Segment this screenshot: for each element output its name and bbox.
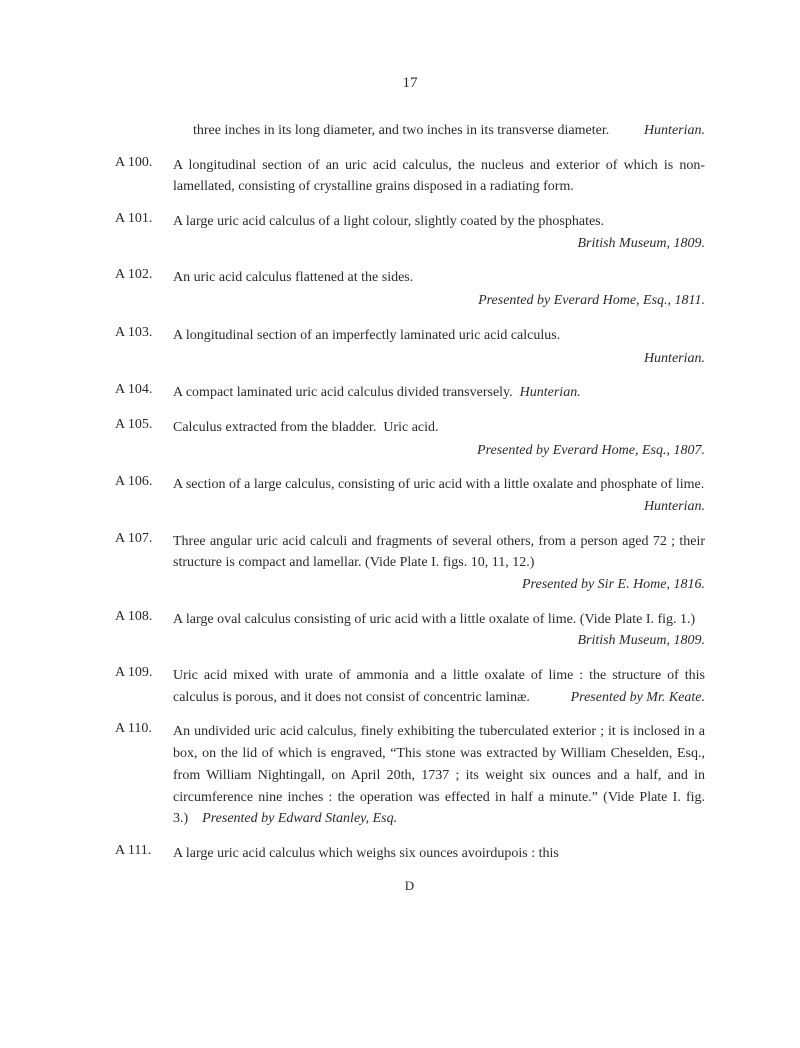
- catalog-entry: A 104. A compact laminated uric acid cal…: [115, 382, 705, 404]
- catalog-entry: A 101. A large uric acid calculus of a l…: [115, 211, 705, 254]
- catalog-entry: A 111. A large uric acid calculus which …: [115, 843, 705, 865]
- entry-text: Three angular uric acid calculi and frag…: [173, 534, 705, 571]
- catalog-entry: A 105. Calculus extracted from the bladd…: [115, 417, 705, 461]
- entry-label: A 109.: [115, 665, 173, 708]
- catalog-entry: A 109. Uric acid mixed with urate of amm…: [115, 665, 705, 708]
- entry-label: A 110.: [115, 721, 173, 829]
- entry-text: A large oval calculus consisting of uric…: [173, 612, 695, 627]
- entry-label: A 107.: [115, 531, 173, 596]
- entry-label: A 106.: [115, 474, 173, 517]
- entry-body: Calculus extracted from the bladder. Uri…: [173, 417, 705, 461]
- entry-label: A 108.: [115, 609, 173, 652]
- continuation-text: three inches in its long diameter, and t…: [193, 120, 705, 142]
- continuation-attribution: Hunterian.: [644, 120, 705, 142]
- continuation-body: three inches in its long diameter, and t…: [193, 123, 609, 138]
- catalog-entry: A 102. An uric acid calculus flattened a…: [115, 267, 705, 311]
- entry-label: A 111.: [115, 843, 173, 865]
- catalog-entry: A 106. A section of a large calculus, co…: [115, 474, 705, 517]
- entry-text: A compact laminated uric acid calculus d…: [173, 385, 513, 400]
- entry-body: A large oval calculus consisting of uric…: [173, 609, 705, 652]
- entry-label: A 102.: [115, 267, 173, 311]
- entry-label: A 101.: [115, 211, 173, 254]
- entry-label: A 105.: [115, 417, 173, 461]
- entry-label: A 100.: [115, 155, 173, 198]
- catalog-entry: A 110. An undivided uric acid calculus, …: [115, 721, 705, 829]
- catalog-entry: A 103. A longitudinal section of an impe…: [115, 325, 705, 369]
- entry-text: Calculus extracted from the bladder. Uri…: [173, 417, 705, 439]
- page-number: 17: [115, 75, 705, 92]
- entry-text: A section of a large calculus, consistin…: [173, 477, 704, 492]
- entry-body: A longitudinal section of an uric acid c…: [173, 155, 705, 198]
- entry-attribution: Presented by Everard Home, Esq., 1811.: [173, 290, 705, 312]
- entry-attribution: Presented by Mr. Keate.: [571, 687, 705, 709]
- entry-body: A large uric acid calculus which weighs …: [173, 843, 705, 865]
- entry-text: A large uric acid calculus of a light co…: [173, 214, 604, 229]
- entry-body: Three angular uric acid calculi and frag…: [173, 531, 705, 596]
- entry-attribution: Hunterian.: [173, 348, 705, 370]
- catalog-entry: A 107. Three angular uric acid calculi a…: [115, 531, 705, 596]
- entry-attribution: Hunterian.: [644, 496, 705, 518]
- entry-body: A longitudinal section of an imperfectly…: [173, 325, 705, 369]
- entry-body: An undivided uric acid calculus, finely …: [173, 721, 705, 829]
- signature-mark: D: [115, 878, 705, 894]
- entry-attribution: British Museum, 1809.: [577, 630, 705, 652]
- entry-attribution: British Museum, 1809.: [577, 233, 705, 255]
- entry-attribution: Presented by Sir E. Home, 1816.: [522, 574, 705, 596]
- entry-label: A 103.: [115, 325, 173, 369]
- entry-body: Uric acid mixed with urate of ammonia an…: [173, 665, 705, 708]
- entry-text: A longitudinal section of an imperfectly…: [173, 325, 705, 347]
- catalog-entry: A 100. A longitudinal section of an uric…: [115, 155, 705, 198]
- entry-attribution: Hunterian.: [520, 385, 581, 400]
- entry-attribution: Presented by Edward Stanley, Esq.: [202, 811, 397, 826]
- catalog-entry: A 108. A large oval calculus consisting …: [115, 609, 705, 652]
- entry-text: An uric acid calculus flattened at the s…: [173, 267, 705, 289]
- entry-body: A large uric acid calculus of a light co…: [173, 211, 705, 254]
- entry-body: A section of a large calculus, consistin…: [173, 474, 705, 517]
- entry-body: A compact laminated uric acid calculus d…: [173, 382, 705, 404]
- entry-attribution: Presented by Everard Home, Esq., 1807.: [173, 440, 705, 462]
- entry-body: An uric acid calculus flattened at the s…: [173, 267, 705, 311]
- entry-label: A 104.: [115, 382, 173, 404]
